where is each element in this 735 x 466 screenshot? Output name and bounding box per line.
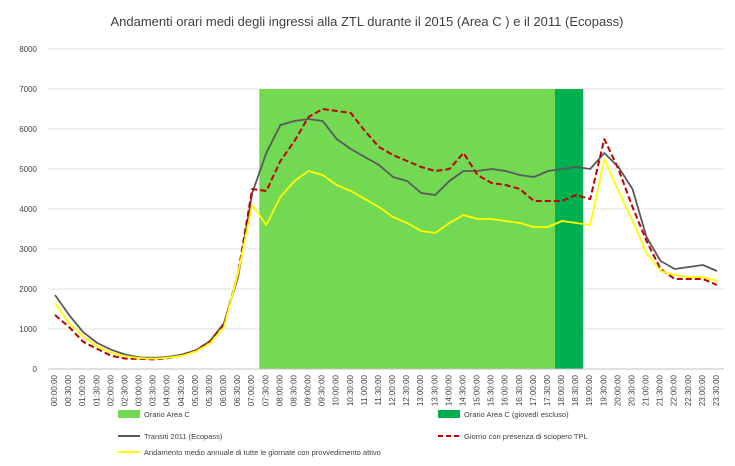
x-tick-label: 07:30:00 <box>261 374 270 406</box>
y-tick-label: 5000 <box>19 165 37 174</box>
legend: Orario Area C Orario Area C (giovedì escl… <box>118 410 588 457</box>
axes: 0 1000 2000 3000 4000 5000 6000 7000 8000 00:00:0… <box>19 45 724 406</box>
x-tick-label: 15:30:00 <box>487 374 496 406</box>
y-tick-label: 3000 <box>19 245 37 254</box>
x-tick-label: 11:30:00 <box>374 374 383 405</box>
series-line-2 <box>54 158 718 360</box>
x-tick-label: 15:00:00 <box>473 374 482 406</box>
x-tick-label: 02:00:00 <box>106 374 115 406</box>
x-tick-label: 02:30:00 <box>120 374 129 406</box>
x-tick-label: 16:00:00 <box>501 374 510 406</box>
band-0 <box>259 89 555 369</box>
x-tick-label: 20:00:00 <box>613 374 622 406</box>
x-tick-label: 11:00:00 <box>360 374 369 405</box>
legend-label-2: Transiti 2011 (Ecopass) <box>144 432 223 441</box>
x-tick-label: 21:00:00 <box>642 374 651 406</box>
x-tick-label: 19:30:00 <box>599 374 608 406</box>
x-tick-label: 06:00:00 <box>219 374 228 406</box>
x-tick-label: 05:30:00 <box>205 374 214 406</box>
x-tick-label: 17:30:00 <box>543 374 552 406</box>
y-tick-label: 6000 <box>19 125 37 134</box>
x-tick-label: 04:00:00 <box>163 374 172 406</box>
x-tick-label: 01:00:00 <box>78 374 87 406</box>
y-tick-label: 4000 <box>19 205 37 214</box>
legend-swatch-1 <box>438 410 460 418</box>
x-tick-label: 14:00:00 <box>444 374 453 406</box>
series-lines <box>54 108 718 361</box>
x-tick-label: 12:00:00 <box>388 374 397 406</box>
x-tick-label: 09:30:00 <box>318 374 327 406</box>
x-tick-label: 22:00:00 <box>670 374 679 406</box>
legend-label-1: Orario Area C (giovedì escluso) <box>464 410 569 419</box>
legend-label-4: Andamento medio annuale di tutte le gior… <box>144 448 381 457</box>
x-tick-label: 18:30:00 <box>571 374 580 406</box>
x-tick-label: 03:00:00 <box>135 374 144 406</box>
x-tick-label: 07:00:00 <box>247 374 256 406</box>
x-tick-label: 00:30:00 <box>64 374 73 406</box>
x-tick-label: 22:30:00 <box>684 374 693 406</box>
y-tick-label: 0 <box>33 365 38 374</box>
y-tick-label: 2000 <box>19 285 37 294</box>
x-tick-label: 10:00:00 <box>332 374 341 406</box>
area-bands <box>259 89 584 369</box>
band-1 <box>555 89 584 369</box>
x-tick-label: 10:30:00 <box>346 374 355 406</box>
legend-label-3: Giorno con presenza di sciopero TPL <box>464 432 588 441</box>
chart-title: Andamenti orari medi degli ingressi alla… <box>110 14 623 29</box>
x-tick-label: 01:30:00 <box>92 374 101 406</box>
x-tick-label: 16:30:00 <box>515 374 524 406</box>
x-tick-label: 09:00:00 <box>304 374 313 406</box>
x-tick-label: 08:00:00 <box>275 374 284 406</box>
x-tick-label: 04:30:00 <box>177 374 186 406</box>
legend-swatch-0 <box>118 410 140 418</box>
x-tick-label: 13:30:00 <box>430 374 439 406</box>
x-tick-label: 21:30:00 <box>656 374 665 406</box>
x-tick-label: 20:30:00 <box>627 374 636 406</box>
x-tick-label: 19:00:00 <box>585 374 594 406</box>
legend-label-0: Orario Area C <box>144 410 190 419</box>
y-tick-label: 7000 <box>19 85 37 94</box>
x-tick-label: 03:30:00 <box>149 374 158 406</box>
x-tick-label: 17:00:00 <box>529 374 538 406</box>
x-tick-label: 23:30:00 <box>712 374 721 406</box>
x-tick-label: 23:00:00 <box>698 374 707 406</box>
x-tick-label: 00:00:00 <box>50 374 59 406</box>
y-tick-label: 8000 <box>19 45 37 54</box>
x-tick-label: 18:00:00 <box>557 374 566 406</box>
x-tick-label: 14:30:00 <box>458 374 467 406</box>
x-tick-label: 13:00:00 <box>416 374 425 406</box>
y-tick-label: 1000 <box>19 325 37 334</box>
x-tick-label: 08:30:00 <box>289 374 298 406</box>
x-tick-label: 05:00:00 <box>191 374 200 406</box>
x-tick-label: 12:30:00 <box>402 374 411 406</box>
x-tick-label: 06:30:00 <box>233 374 242 406</box>
